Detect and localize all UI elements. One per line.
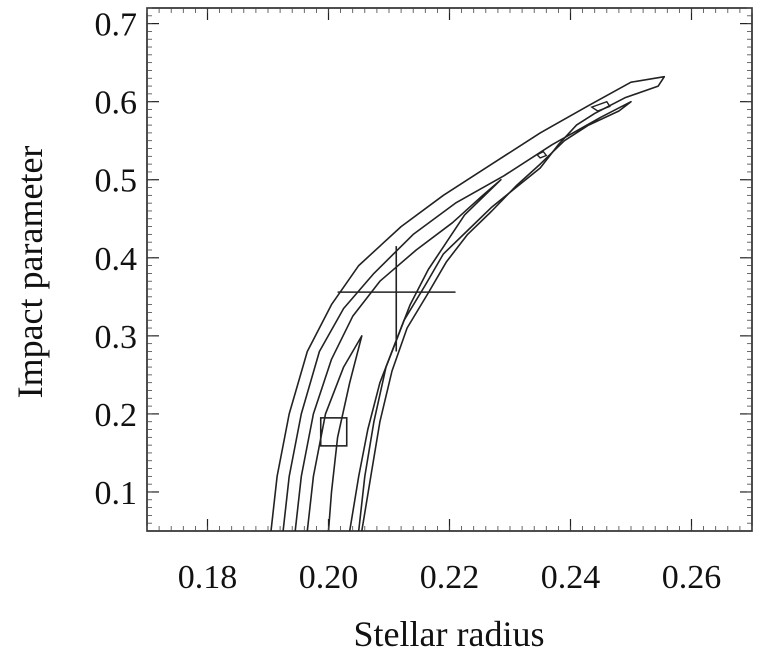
y-tick-label: 0.5: [95, 163, 138, 200]
y-tick-label: 0.6: [95, 85, 138, 122]
contour-line-2: [282, 100, 632, 532]
x-axis-label: Stellar radius: [354, 614, 545, 654]
y-axis-label: Impact parameter: [10, 146, 50, 399]
plot-border: [146, 7, 753, 532]
tick-layer: 0.18 0.20 0.22 0.24 0.26 0.1 0.2 0.3 0.4 0.5 0.6 0.…: [95, 7, 753, 596]
contour-layer: [270, 75, 666, 532]
x-tick-label: 0.20: [299, 559, 359, 596]
y-tick-label: 0.2: [95, 397, 138, 434]
contour-line-1: [270, 75, 666, 532]
plot-frame: [146, 7, 753, 532]
y-tick-label: 0.3: [95, 319, 138, 356]
x-tick-label: 0.26: [662, 559, 722, 596]
small-contour: [536, 150, 548, 159]
contour-line-4: [306, 335, 363, 532]
square-marker: [319, 417, 348, 447]
contour-line-3: [294, 178, 502, 532]
y-tick-label: 0.1: [95, 475, 138, 512]
small-contour: [590, 100, 611, 112]
y-tick-label: 0.7: [95, 7, 138, 44]
marker-layer: [319, 246, 456, 447]
x-tick-label: 0.18: [178, 559, 238, 596]
x-tick-label: 0.22: [420, 559, 480, 596]
y-tick-label: 0.4: [95, 241, 138, 278]
x-tick-label: 0.24: [541, 559, 601, 596]
